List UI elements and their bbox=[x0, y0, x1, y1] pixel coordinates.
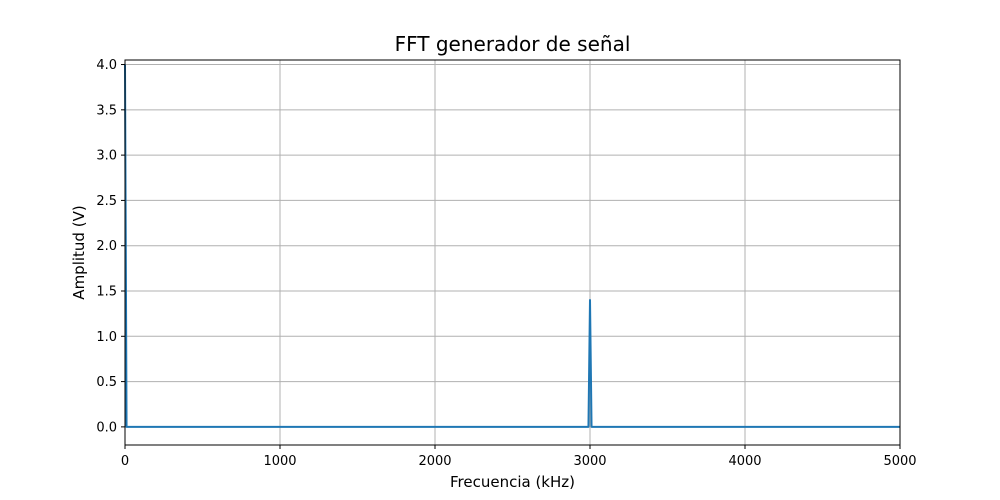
chart-title: FFT generador de señal bbox=[395, 32, 631, 56]
x-axis-label: Frecuencia (kHz) bbox=[450, 473, 575, 491]
y-tick-label: 0.5 bbox=[96, 375, 117, 390]
x-tick-label: 5000 bbox=[883, 454, 916, 469]
y-tick-label: 4.0 bbox=[96, 58, 117, 73]
y-tick-label: 0.0 bbox=[96, 420, 117, 435]
y-axis-label: Amplitud (V) bbox=[70, 205, 88, 299]
series-layer bbox=[124, 64, 900, 428]
x-tick-label: 1000 bbox=[263, 454, 296, 469]
y-tick-label: 1.5 bbox=[96, 285, 117, 300]
x-axis-ticks: 0 1000 2000 3000 4000 5000 bbox=[121, 445, 917, 469]
x-tick-label: 0 bbox=[121, 454, 129, 469]
y-tick-label: 1.0 bbox=[96, 330, 117, 345]
y-tick-label: 2.5 bbox=[96, 194, 117, 209]
series-line bbox=[124, 64, 900, 428]
x-tick-label: 3000 bbox=[573, 454, 606, 469]
y-tick-label: 3.0 bbox=[96, 149, 117, 164]
x-tick-label: 2000 bbox=[418, 454, 451, 469]
plot-frame bbox=[124, 59, 901, 446]
y-tick-label: 3.5 bbox=[96, 103, 117, 118]
x-tick-label: 4000 bbox=[728, 454, 761, 469]
y-axis-ticks: 0.0 0.5 1.0 1.5 2.0 2.5 3.0 3.5 4.0 bbox=[96, 58, 125, 435]
y-tick-label: 2.0 bbox=[96, 239, 117, 254]
